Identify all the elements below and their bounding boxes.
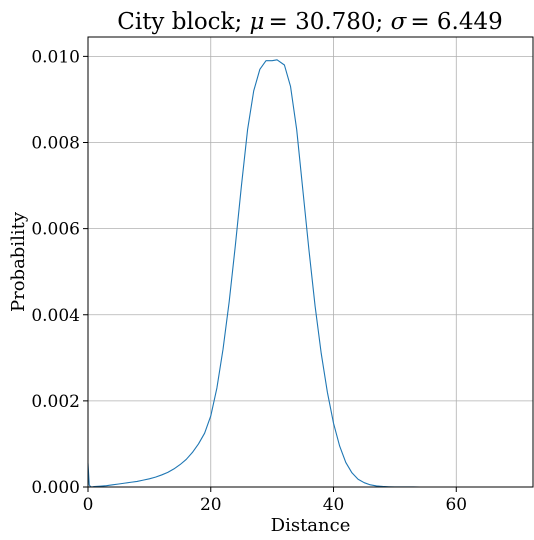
title-mu-value: = 30.780; xyxy=(269,9,391,35)
grid-lines xyxy=(88,37,533,487)
x-tick-label: 60 xyxy=(445,495,467,515)
y-tick-label: 0.004 xyxy=(31,306,80,326)
x-axis-label: Distance xyxy=(271,515,351,536)
title-mu-symbol: μ xyxy=(250,9,265,35)
y-tick-label: 0.006 xyxy=(31,220,80,240)
chart-title: City block; μ = 30.780; σ = 6.449 xyxy=(117,9,503,35)
y-tick-label: 0.002 xyxy=(31,392,80,412)
y-axis-label: Probability xyxy=(8,211,29,312)
axis-ticks: 0 20 40 60 0.000 0.002 0.004 0.006 0.008 0.010 xyxy=(31,47,467,515)
x-tick-label: 0 xyxy=(83,495,94,515)
y-tick-label: 0.010 xyxy=(31,47,80,67)
y-tick-label: 0.008 xyxy=(31,134,80,154)
x-tick-label: 20 xyxy=(200,495,222,515)
distribution-line xyxy=(87,59,530,488)
title-sigma-value: = 6.449 xyxy=(410,9,502,35)
title-prefix: City block; xyxy=(117,9,249,35)
series-layer xyxy=(87,59,530,488)
plot-frame xyxy=(87,36,534,488)
title-sigma-symbol: σ xyxy=(391,9,408,35)
y-tick-label: 0.000 xyxy=(31,478,80,498)
x-tick-label: 40 xyxy=(323,495,345,515)
